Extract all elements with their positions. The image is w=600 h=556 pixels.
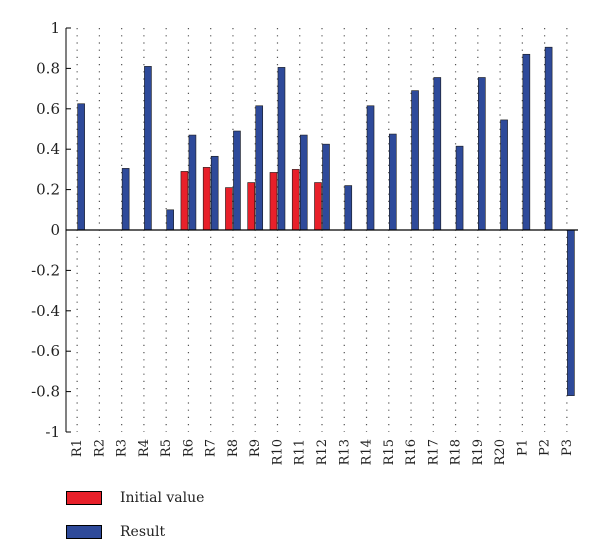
x-tick-label: R7	[204, 439, 219, 457]
bar-result-p3	[567, 229, 575, 396]
bar-result-p1	[522, 53, 531, 231]
bar-initial-value-r8	[225, 187, 233, 231]
bar-initial-value-r6	[180, 171, 189, 231]
x-tick-label: R15	[382, 439, 397, 465]
y-tick-label: 0	[50, 221, 60, 239]
bar-result-r10	[277, 67, 286, 231]
bar-result-r19	[478, 77, 486, 231]
y-tick-labels: 1 0.8 0.6 0.4 0.2 0 -0.2 -0.4 -0.6 -0.8 -1	[31, 19, 60, 441]
bar-result-r4	[144, 66, 152, 231]
legend-item-initial-value: Initial value	[66, 488, 204, 508]
x-tick-label: R16	[404, 439, 419, 465]
x-tick-label: R2	[92, 439, 107, 457]
x-tick-label: R13	[337, 439, 352, 465]
bar-result-r20	[500, 119, 508, 231]
legend-item-result: Result	[66, 522, 204, 542]
bar-result-r5	[166, 209, 174, 231]
bar-initial-value-r7	[202, 167, 211, 231]
axes	[65, 27, 578, 433]
y-tick-label: -0.4	[31, 302, 60, 320]
bar-result-r15	[388, 133, 397, 231]
y-tick-label: -0.8	[31, 383, 60, 401]
bar-result-r8	[233, 130, 241, 231]
x-tick-label: R11	[293, 439, 308, 465]
bar-result-r1	[77, 103, 85, 231]
bar-result-p2	[544, 46, 553, 231]
x-tick-label: R8	[226, 439, 241, 457]
x-tick-label: R20	[493, 439, 508, 465]
bar-result-r11	[299, 134, 308, 231]
bar-initial-value-r12	[314, 182, 322, 231]
y-tick-label: 0.8	[36, 59, 60, 77]
bar-initial-value-r10	[269, 172, 278, 231]
y-tick-label: -0.2	[31, 261, 60, 279]
x-tick-label: P3	[560, 439, 575, 456]
x-tick-label: R17	[426, 439, 441, 465]
bar-result-r16	[411, 90, 419, 231]
x-tick-label: R5	[159, 439, 174, 457]
bar-result-r14	[366, 105, 375, 231]
x-tick-label: P2	[538, 439, 553, 456]
bar-result-r13	[344, 185, 353, 231]
y-tick-label: -0.6	[31, 342, 60, 360]
x-tick-label: R19	[471, 439, 486, 465]
y-tick-label: 0.4	[36, 140, 60, 158]
bar-initial-value-r11	[291, 169, 300, 231]
x-tick-label: R4	[137, 439, 152, 457]
y-tick-label: 0.6	[36, 100, 60, 118]
bar-result-r18	[455, 145, 464, 231]
x-tick-label: R9	[248, 439, 263, 457]
legend-swatch-initial-value	[66, 491, 102, 505]
y-tick-label: -1	[45, 423, 60, 441]
x-tick-label: P1	[515, 439, 530, 456]
x-tick-label: R3	[115, 439, 130, 457]
x-tick-label: R6	[181, 439, 196, 457]
bar-result-r6	[188, 134, 197, 231]
x-tick-label: R12	[315, 439, 330, 465]
bar-result-r17	[433, 77, 442, 231]
bar-result-r12	[322, 143, 330, 231]
legend-label-result: Result	[120, 524, 166, 540]
legend: Initial value Result	[66, 488, 204, 556]
bar-result-r7	[210, 155, 219, 231]
x-tick-label: R10	[270, 439, 285, 465]
x-tick-label: R14	[360, 439, 375, 465]
legend-swatch-result	[66, 525, 102, 539]
y-tick-label: 1	[50, 19, 60, 37]
x-tick-label: R1	[70, 439, 85, 457]
y-tick-label: 0.2	[36, 181, 60, 199]
bar-initial-value-r9	[247, 182, 256, 231]
legend-label-initial-value: Initial value	[120, 490, 205, 506]
x-tick-label: R18	[449, 439, 464, 465]
bar-result-r3	[121, 168, 130, 231]
bar-result-r9	[255, 105, 264, 231]
bars	[77, 46, 575, 396]
bar-chart: 10.80.60.40.20-0.2-0.4-0.6-0.8-1 R1 R2 R3 R…	[31, 19, 578, 465]
x-tick-labels: R1 R2 R3 R4 R5 R6 R7 R8 R9 R10 R11 R12 R13 R14 R15 R16 R…	[70, 439, 575, 465]
